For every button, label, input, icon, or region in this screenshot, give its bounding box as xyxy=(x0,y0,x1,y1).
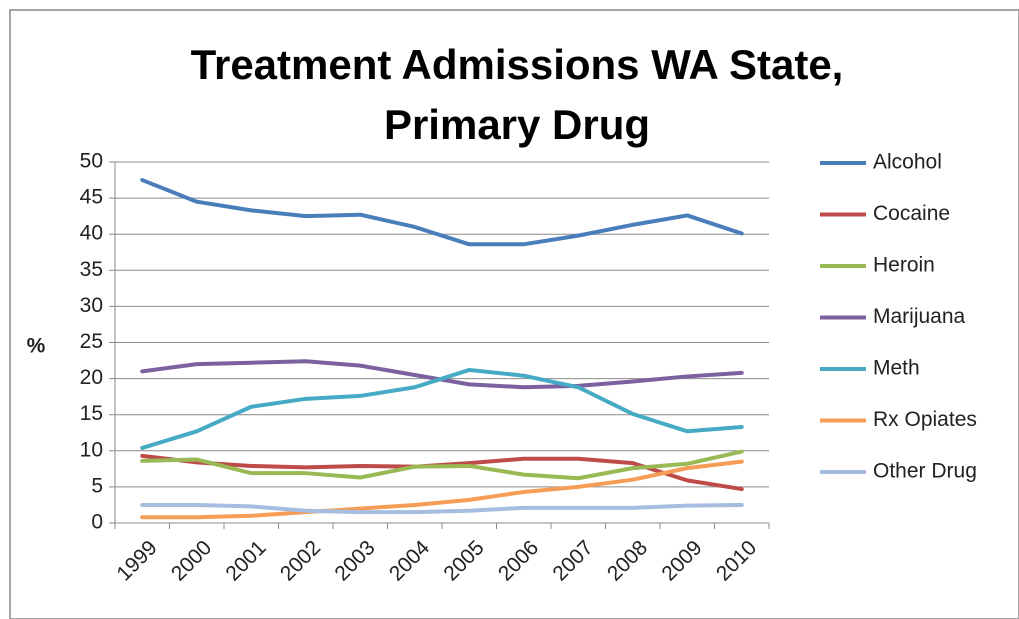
y-tick-label: 35 xyxy=(80,258,103,281)
legend-label: Heroin xyxy=(873,254,935,277)
legend-label: Alcohol xyxy=(873,151,942,174)
y-tick-label: 10 xyxy=(80,438,103,461)
y-tick-label: 30 xyxy=(80,294,103,317)
chart-title: Treatment Admissions WA State, xyxy=(191,41,844,88)
y-axis-label: % xyxy=(27,335,46,358)
y-tick-label: 25 xyxy=(80,330,103,353)
legend-label: Cocaine xyxy=(873,202,950,225)
series-line xyxy=(140,459,744,520)
legend-label: Rx Opiates xyxy=(873,408,977,431)
series-line xyxy=(140,502,744,515)
y-tick-label: 45 xyxy=(80,186,103,209)
series-line xyxy=(140,367,744,450)
y-tick-label: 40 xyxy=(80,222,103,245)
legend-label: Marijuana xyxy=(873,305,966,328)
y-tick-label: 50 xyxy=(80,150,103,173)
y-tick-label: 15 xyxy=(80,402,103,425)
y-tick-label: 0 xyxy=(91,511,103,534)
chart-title: Primary Drug xyxy=(384,101,650,148)
series-line xyxy=(140,449,744,481)
series-line xyxy=(140,178,744,247)
y-tick-label: 20 xyxy=(80,366,103,389)
legend-label: Meth xyxy=(873,357,920,380)
legend-label: Other Drug xyxy=(873,460,977,483)
y-tick-label: 5 xyxy=(91,474,103,497)
